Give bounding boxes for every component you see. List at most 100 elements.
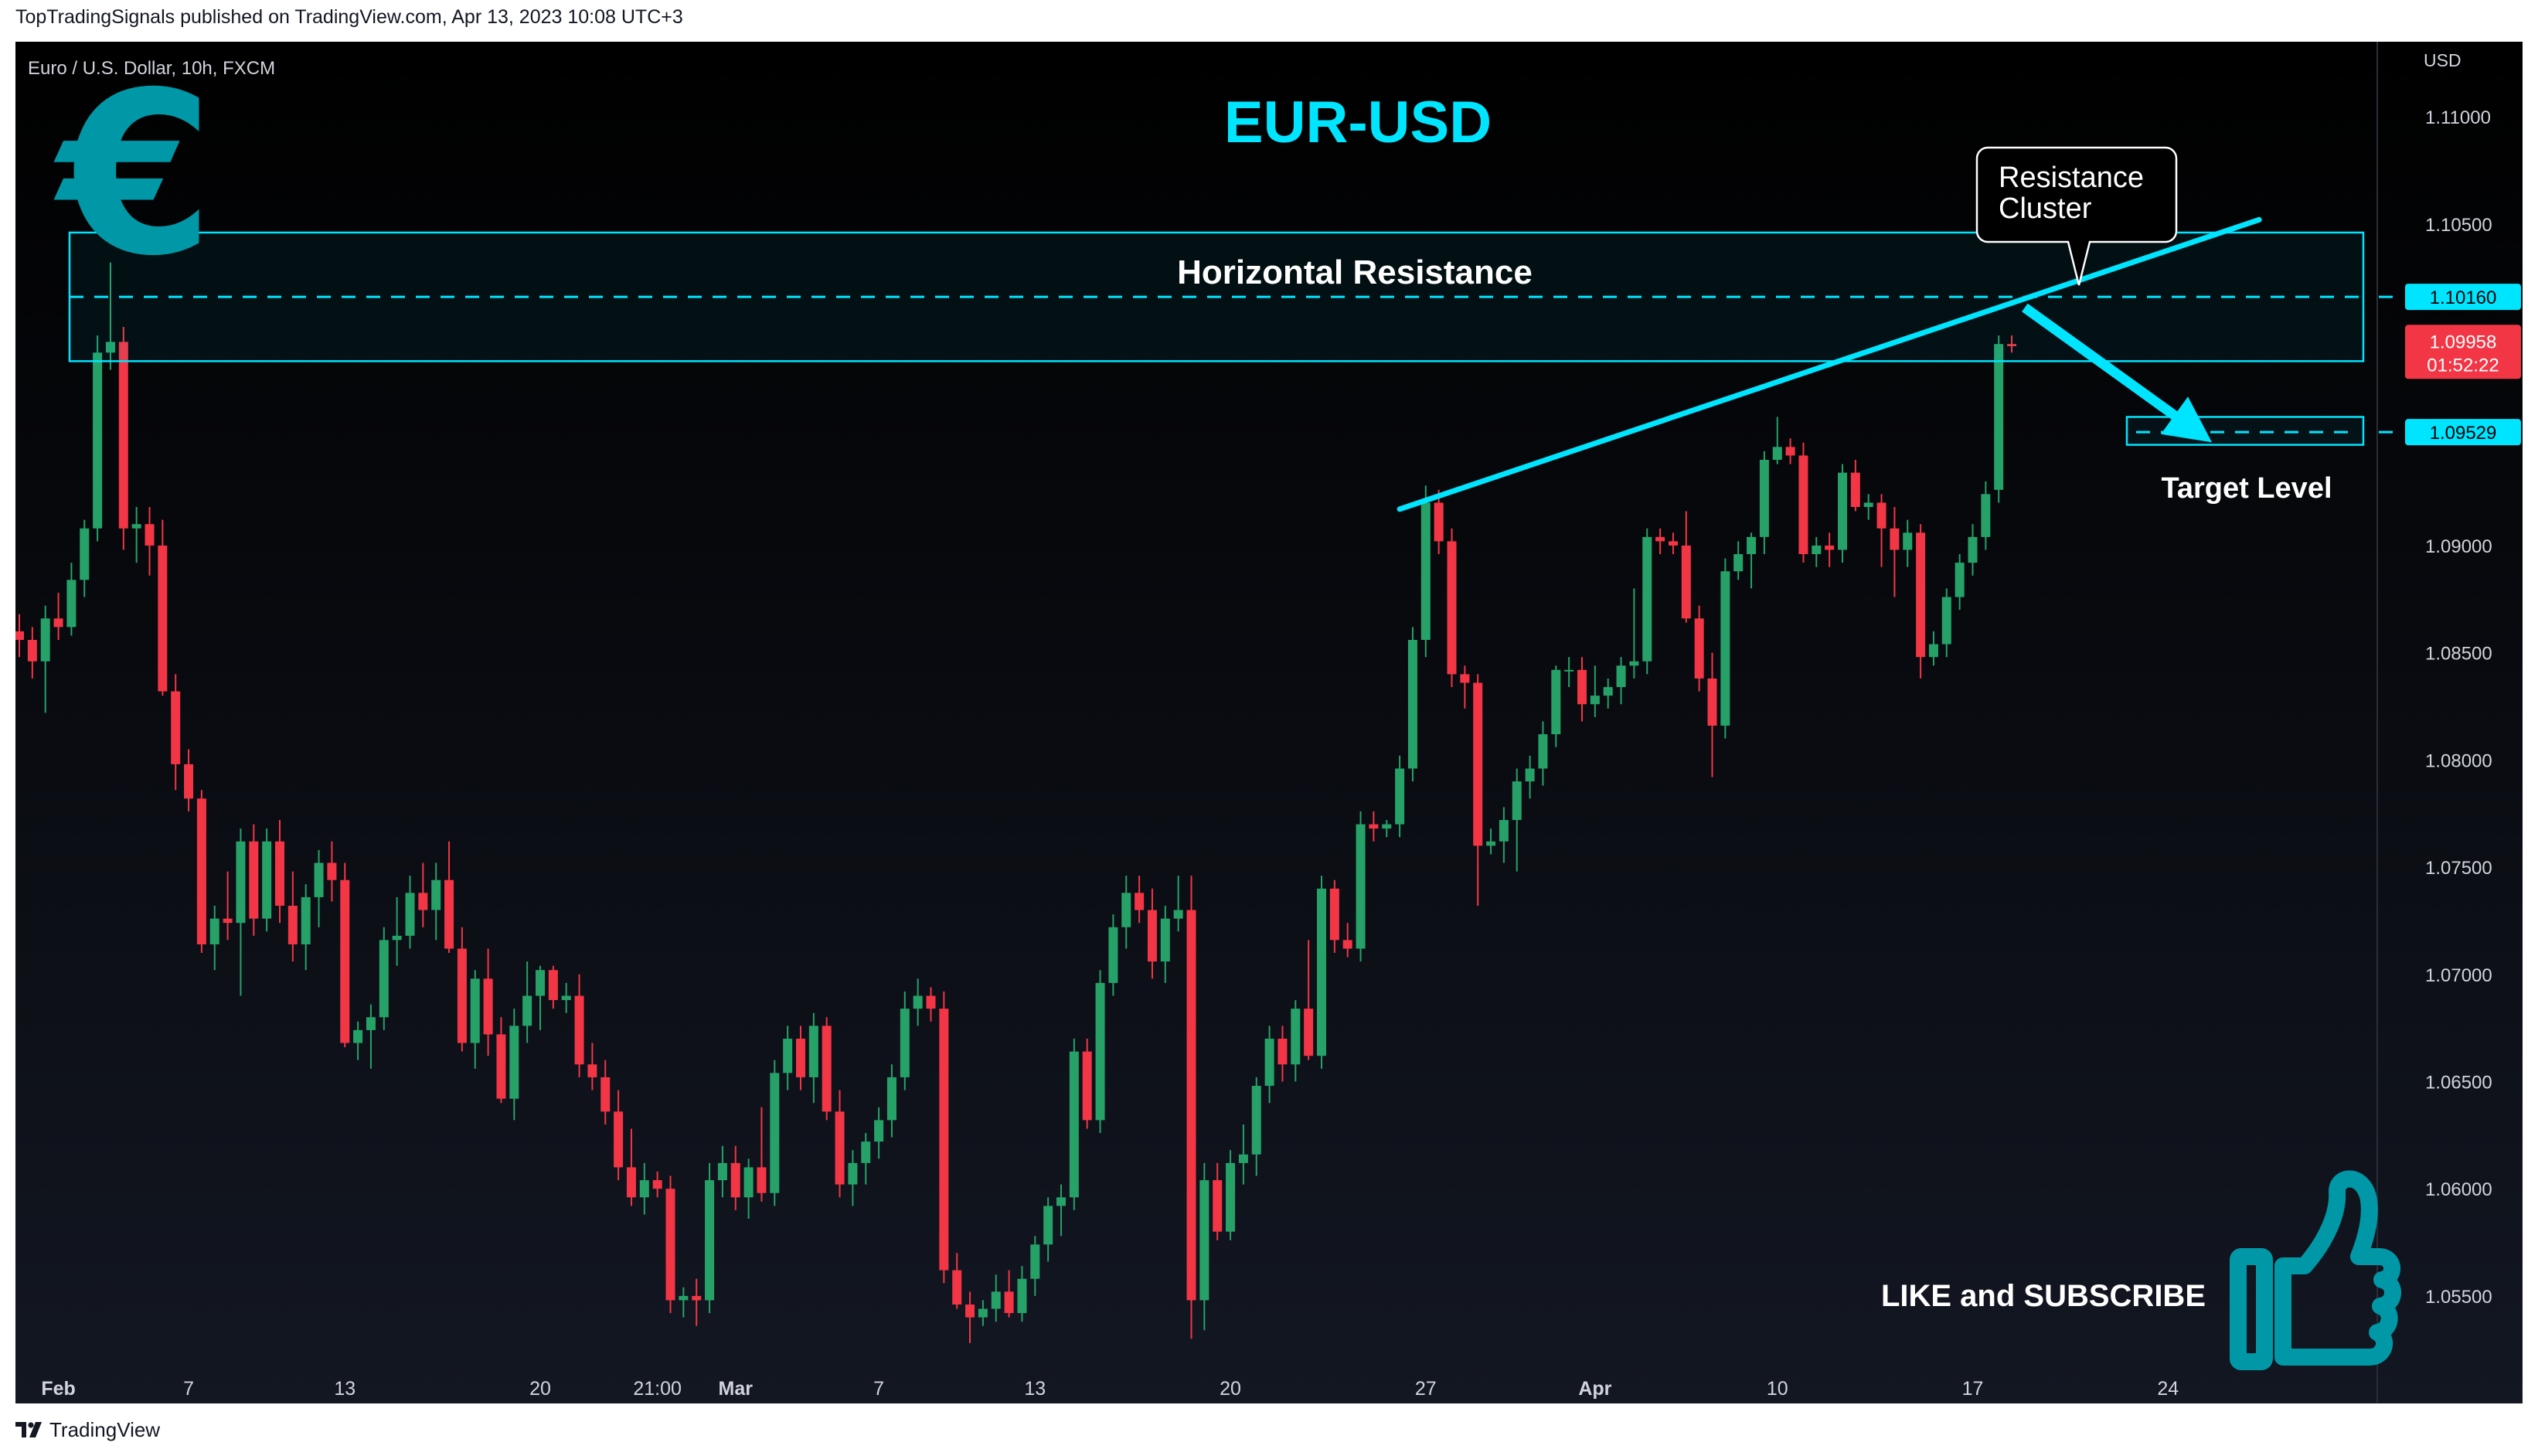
candle [1447, 528, 1457, 688]
candle-body [861, 1141, 871, 1163]
candle [418, 862, 428, 927]
candle [1486, 828, 1496, 855]
target-price-tag: 1.09529 [2430, 423, 2497, 444]
candle-body [1577, 669, 1587, 705]
candle-body [743, 1167, 754, 1198]
candle-body [118, 342, 128, 529]
candle [1069, 1039, 1079, 1210]
candle-body [470, 978, 480, 1043]
candle [783, 1026, 793, 1090]
candle [1694, 605, 1704, 692]
current-price-tag-bg [2405, 325, 2521, 379]
candle-body [626, 1167, 636, 1198]
candle-body [1382, 824, 1392, 829]
candle-body [457, 948, 467, 1043]
candle-body [1082, 1051, 1092, 1121]
candle [548, 965, 558, 1009]
candle [952, 1253, 962, 1309]
candles-layer [15, 262, 2017, 1343]
candle-body [1291, 1009, 1301, 1065]
candle [209, 906, 219, 971]
candle-body [184, 764, 194, 799]
candle [1473, 674, 1483, 906]
candle-body [600, 1077, 611, 1112]
candle [1226, 1150, 1236, 1240]
candle-body [1056, 1197, 1066, 1206]
candle [536, 965, 545, 1030]
candle-body [1812, 545, 1822, 555]
candle [522, 961, 532, 1043]
candle-body [1981, 494, 1991, 537]
candle-body [145, 524, 155, 546]
candle [835, 1090, 845, 1198]
candle [757, 1107, 767, 1202]
candle [1551, 665, 1561, 747]
candle [991, 1274, 1001, 1322]
x-tick-label: 10 [1767, 1378, 1788, 1400]
footer: TradingView [15, 1416, 160, 1444]
candle-body [1903, 532, 1913, 550]
x-tick-label: 24 [2157, 1378, 2179, 1400]
candle-body [1173, 910, 1183, 919]
candle [1317, 876, 1326, 1069]
chart-title: EUR-USD [1224, 90, 1492, 155]
footer-brand: TradingView [49, 1417, 161, 1441]
candle [301, 884, 311, 971]
candle [1264, 1026, 1274, 1104]
candle [496, 1017, 506, 1104]
candle-body [1043, 1206, 1053, 1245]
candle-body [196, 798, 206, 944]
candle-body [1108, 927, 1118, 983]
projection-arrow [2022, 303, 2213, 443]
candle [249, 824, 259, 936]
candle [1213, 1162, 1223, 1240]
candle-body [1955, 563, 1965, 597]
candle [1707, 652, 1717, 777]
candle-body [66, 580, 77, 628]
candle-body [249, 841, 259, 919]
x-tick-label: 21:00 [633, 1378, 682, 1400]
candle [366, 1004, 376, 1069]
candle [483, 948, 493, 1056]
candle-body [80, 528, 90, 580]
candle-body [1564, 669, 1574, 672]
candle-body [1785, 447, 1795, 456]
x-tick-label: 7 [873, 1378, 884, 1400]
candle [1251, 1077, 1261, 1176]
candle-body [1694, 618, 1704, 679]
candle [340, 862, 350, 1048]
candle [926, 987, 936, 1022]
candle [40, 605, 50, 713]
candle-body [1916, 532, 1926, 658]
candle-body [770, 1073, 780, 1193]
candle [118, 326, 128, 550]
candle [1916, 524, 1926, 679]
candle [717, 1145, 727, 1198]
candle-body [1642, 536, 1652, 662]
candle [1603, 678, 1613, 709]
candle-body [262, 841, 272, 919]
candle-body [548, 970, 558, 1001]
price-chart[interactable]: Euro / U.S. Dollar, 10h, FXCM USD EUR-US… [15, 42, 2523, 1403]
candle [874, 1107, 884, 1159]
candle [886, 1064, 896, 1138]
candle [392, 896, 402, 966]
candle-body [1238, 1154, 1248, 1163]
candle-body [1420, 502, 1431, 640]
countdown-tag: 01:52:22 [2427, 355, 2499, 376]
candle-body [275, 841, 284, 906]
candle-body [1329, 888, 1339, 941]
candle [743, 1158, 754, 1220]
candle [822, 1017, 832, 1121]
candle-body [1941, 597, 1951, 645]
chart-frame[interactable]: Euro / U.S. Dollar, 10h, FXCM USD EUR-US… [15, 42, 2523, 1403]
candle [196, 790, 206, 954]
candle [1733, 541, 1744, 580]
candle [665, 1175, 675, 1314]
candle [808, 1012, 818, 1104]
candle-body [1838, 472, 1847, 550]
candle-body [1213, 1180, 1223, 1232]
candle-body [1876, 502, 1886, 529]
candle [405, 876, 415, 949]
candle-body [483, 978, 493, 1035]
